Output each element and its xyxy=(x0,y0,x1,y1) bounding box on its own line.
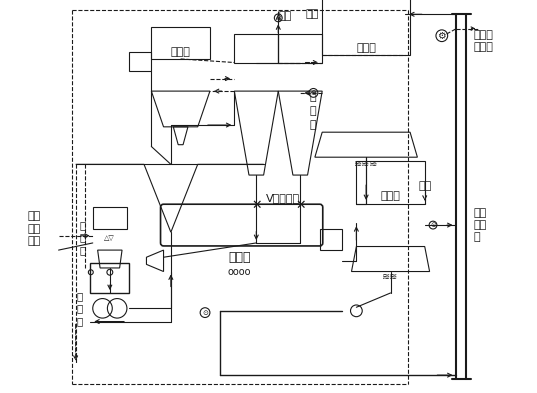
Text: 称
重
仓: 称 重 仓 xyxy=(79,220,85,255)
Text: ✕: ✕ xyxy=(295,199,306,212)
Text: 来自
水泥
配料: 来自 水泥 配料 xyxy=(27,211,41,246)
Text: 排空: 排空 xyxy=(305,9,318,19)
Text: ≋≋: ≋≋ xyxy=(382,272,398,282)
Text: 去水泥
储存库: 去水泥 储存库 xyxy=(474,30,494,52)
Text: ⊙: ⊙ xyxy=(275,15,281,21)
Text: 收尘器: 收尘器 xyxy=(381,191,401,201)
Text: ⊙: ⊙ xyxy=(430,222,436,228)
Bar xyxy=(93,207,127,229)
Text: ⊙: ⊙ xyxy=(310,90,316,96)
Bar xyxy=(129,52,151,72)
Text: 排空: 排空 xyxy=(278,11,292,21)
Text: ⊙: ⊙ xyxy=(202,310,208,316)
Text: oooo: oooo xyxy=(228,266,251,277)
Text: ✕: ✕ xyxy=(251,199,262,212)
Text: V型选粉机: V型选粉机 xyxy=(266,193,300,203)
Bar xyxy=(234,34,278,62)
Text: 辊
压
机: 辊 压 机 xyxy=(77,291,83,326)
Text: 选粉机: 选粉机 xyxy=(171,47,191,57)
Text: △▽: △▽ xyxy=(105,235,115,241)
Text: 出磨
提升
机: 出磨 提升 机 xyxy=(474,208,487,242)
Text: 球磨机: 球磨机 xyxy=(228,251,250,264)
Text: ≋≋≋: ≋≋≋ xyxy=(354,159,379,169)
Text: ⚙: ⚙ xyxy=(438,31,446,41)
Bar xyxy=(320,229,342,250)
Bar xyxy=(322,0,410,55)
Text: 旋
风
筒: 旋 风 筒 xyxy=(309,92,316,130)
Bar xyxy=(357,161,425,204)
Bar xyxy=(151,27,210,59)
Bar xyxy=(90,263,129,293)
Bar xyxy=(278,34,322,62)
Text: 收尘器: 收尘器 xyxy=(356,43,376,53)
Text: 排空: 排空 xyxy=(418,181,431,191)
